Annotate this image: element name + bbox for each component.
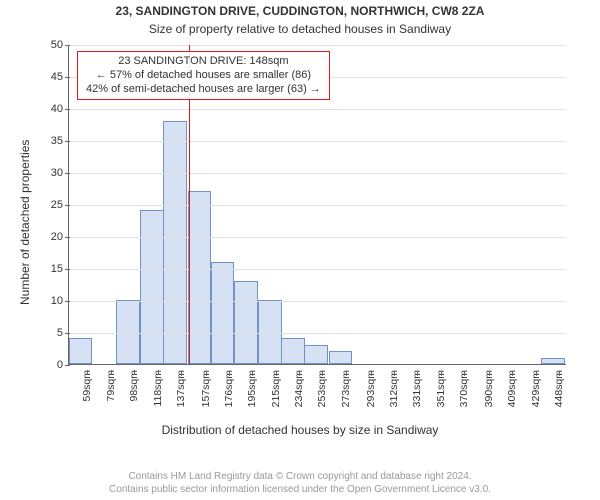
x-tick-label: 98sqm — [128, 370, 140, 402]
x-tick-label: 448sqm — [553, 370, 565, 407]
x-tick-label: 59sqm — [81, 370, 93, 402]
histogram-bar — [258, 300, 282, 364]
y-tick-label: 35 — [51, 135, 69, 147]
histogram-bar — [329, 351, 353, 364]
histogram-bar — [69, 338, 93, 364]
histogram-bar — [281, 338, 305, 364]
annotation-line-1: 23 SANDINGTON DRIVE: 148sqm — [86, 55, 321, 69]
histogram-bar — [116, 300, 140, 364]
x-tick-label: 331sqm — [411, 370, 423, 407]
y-axis-label: Number of detached properties — [18, 140, 32, 305]
gridline — [69, 173, 566, 174]
y-tick-label: 40 — [51, 103, 69, 115]
histogram-bar — [188, 191, 212, 364]
gridline — [69, 45, 566, 46]
footer: Contains HM Land Registry data © Crown c… — [0, 471, 600, 496]
y-tick-label: 45 — [51, 71, 69, 83]
x-tick-label: 253sqm — [316, 370, 328, 407]
gridline — [69, 269, 566, 270]
x-tick-label: 176sqm — [223, 370, 235, 407]
chart-subtitle: Size of property relative to detached ho… — [0, 22, 600, 36]
gridline — [69, 205, 566, 206]
histogram-bar — [140, 210, 164, 364]
annotation-line-2: ← 57% of detached houses are smaller (86… — [86, 69, 321, 83]
x-tick-label: 215sqm — [270, 370, 282, 407]
gridline — [69, 333, 566, 334]
chart-title: 23, SANDINGTON DRIVE, CUDDINGTON, NORTHW… — [0, 4, 600, 18]
gridline — [69, 141, 566, 142]
annotation-box: 23 SANDINGTON DRIVE: 148sqm ← 57% of det… — [77, 51, 330, 100]
y-tick-label: 15 — [51, 263, 69, 275]
histogram-bar — [211, 262, 235, 364]
y-tick-label: 5 — [57, 327, 69, 339]
y-tick-label: 25 — [51, 199, 69, 211]
footer-line-2: Contains public sector information licen… — [0, 484, 600, 497]
histogram-bar — [163, 121, 187, 364]
x-axis-label: Distribution of detached houses by size … — [0, 423, 600, 437]
histogram-bar — [304, 345, 328, 364]
x-tick-label: 118sqm — [152, 370, 164, 407]
x-tick-label: 370sqm — [458, 370, 470, 407]
x-tick-label: 273sqm — [340, 370, 352, 407]
y-tick-label: 0 — [57, 359, 69, 371]
x-tick-label: 157sqm — [200, 370, 212, 407]
y-tick-label: 10 — [51, 295, 69, 307]
footer-line-1: Contains HM Land Registry data © Crown c… — [0, 471, 600, 484]
x-tick-label: 79sqm — [105, 370, 117, 402]
chart-container: { "title": "23, SANDINGTON DRIVE, CUDDIN… — [0, 0, 600, 500]
x-tick-label: 351sqm — [435, 370, 447, 407]
x-tick-label: 195sqm — [246, 370, 258, 407]
x-tick-label: 137sqm — [175, 370, 187, 407]
y-tick-label: 50 — [51, 39, 69, 51]
y-tick-label: 20 — [51, 231, 69, 243]
x-tick-label: 293sqm — [365, 370, 377, 407]
plot-area: 59sqm79sqm98sqm118sqm137sqm157sqm176sqm1… — [68, 45, 566, 365]
gridline — [69, 301, 566, 302]
x-tick-label: 409sqm — [506, 370, 518, 407]
histogram-bar — [541, 358, 565, 364]
gridline — [69, 109, 566, 110]
histogram-bar — [234, 281, 258, 364]
x-tick-label: 390sqm — [483, 370, 495, 407]
x-tick-label: 429sqm — [530, 370, 542, 407]
x-tick-label: 312sqm — [388, 370, 400, 407]
annotation-line-3: 42% of semi-detached houses are larger (… — [86, 83, 321, 97]
y-tick-label: 30 — [51, 167, 69, 179]
x-tick-label: 234sqm — [293, 370, 305, 407]
gridline — [69, 237, 566, 238]
